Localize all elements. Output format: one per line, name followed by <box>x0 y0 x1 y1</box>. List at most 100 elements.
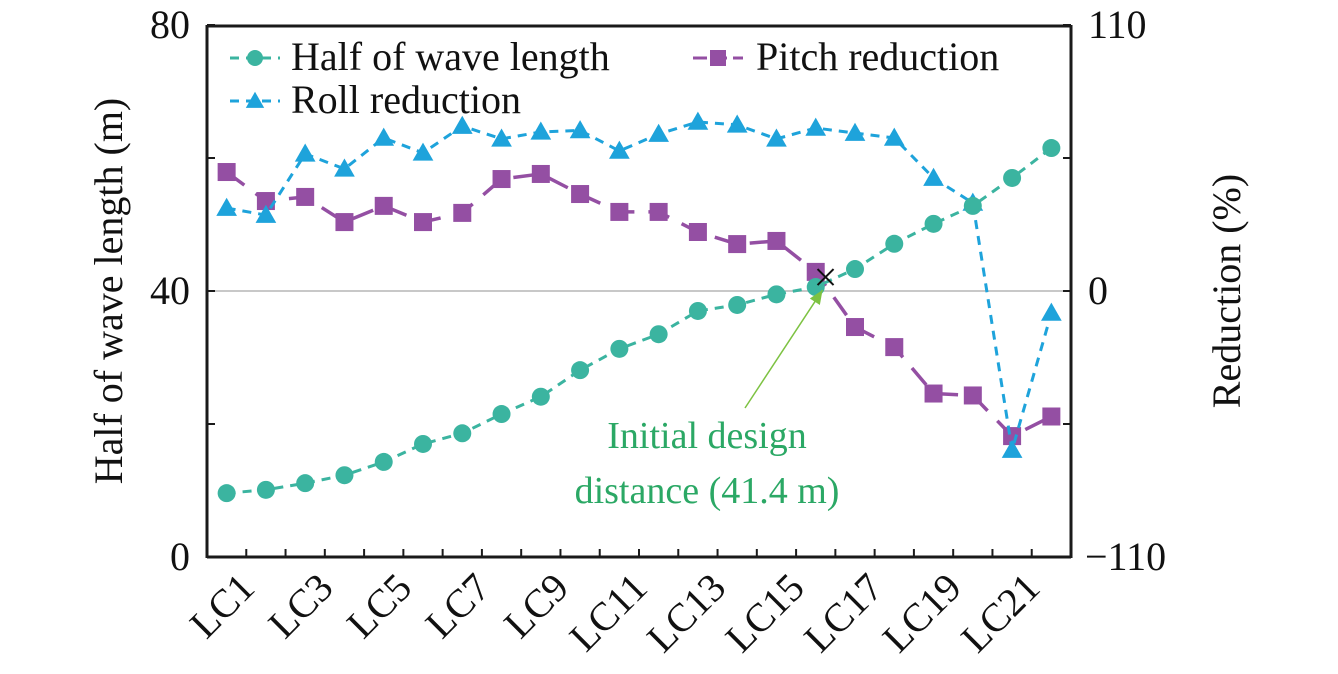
series-line <box>225 170 1053 439</box>
x-tick-label: LC9 <box>495 565 577 647</box>
data-point-circle <box>649 325 668 344</box>
data-point-square <box>710 50 726 66</box>
data-point-square <box>688 222 707 241</box>
data-point-circle <box>1003 168 1022 187</box>
data-point-circle <box>846 260 864 279</box>
left-tick-label: 40 <box>150 268 190 313</box>
data-point-square <box>806 262 825 281</box>
right-tick-label: 0 <box>1088 268 1108 313</box>
data-point-circle <box>335 466 354 485</box>
left-tick-label: 80 <box>150 2 190 47</box>
data-point-square <box>610 202 629 221</box>
annotation-arrow <box>744 289 824 409</box>
data-point-circle <box>217 484 236 503</box>
data-point-triangle <box>726 114 748 133</box>
data-point-circle <box>492 405 511 424</box>
data-point-square <box>924 384 943 403</box>
x-tick-label: LC5 <box>338 565 420 647</box>
series-layer <box>216 111 1062 503</box>
x-tick-label: LC1 <box>181 565 263 647</box>
data-point-square <box>217 163 236 182</box>
data-point-triangle <box>334 158 355 177</box>
legend-label: Pitch reduction <box>756 34 999 79</box>
data-point-square <box>296 187 315 206</box>
legend-entry-roll-reduction: Roll reduction <box>230 77 521 122</box>
data-point-circle <box>767 285 786 304</box>
x-tick-label: LC3 <box>259 565 341 647</box>
data-point-triangle <box>569 120 591 139</box>
data-point-triangle <box>766 128 787 147</box>
data-point-circle <box>296 474 315 493</box>
data-point-square <box>1003 427 1022 446</box>
data-point-circle <box>531 387 550 406</box>
data-point-square <box>453 203 472 222</box>
ticks-layer <box>207 24 1071 558</box>
data-point-circle <box>256 480 275 499</box>
annotation: Initial design distance (41.4 m) <box>575 268 840 512</box>
legend-label: Roll reduction <box>291 77 521 122</box>
data-point-square <box>492 170 511 189</box>
series-line <box>226 146 1053 495</box>
left-tick-label: 0 <box>170 534 190 579</box>
data-point-triangle <box>255 204 277 223</box>
data-point-square <box>885 338 904 357</box>
data-point-circle <box>453 424 472 443</box>
x-tick-label: LC7 <box>417 565 499 647</box>
data-point-triangle <box>923 167 944 186</box>
data-point-circle <box>688 301 707 320</box>
annotation-arrow-head <box>809 290 823 306</box>
data-point-circle <box>728 295 747 314</box>
data-point-square <box>649 202 668 221</box>
data-point-triangle <box>805 117 827 136</box>
data-point-triangle <box>1001 439 1023 458</box>
data-point-triangle <box>609 140 630 159</box>
data-point-square <box>767 231 786 250</box>
data-point-triangle <box>412 142 434 161</box>
x-tick-label: LC13 <box>638 565 734 661</box>
data-point-circle <box>247 50 263 66</box>
data-point-triangle <box>648 123 669 142</box>
data-point-triangle <box>294 143 316 162</box>
x-tick-label: LC17 <box>795 565 891 661</box>
data-point-triangle <box>216 197 237 216</box>
data-point-circle <box>963 196 982 215</box>
x-tick-label: LC21 <box>952 565 1048 661</box>
data-point-square <box>414 213 432 232</box>
data-point-square <box>1042 407 1061 426</box>
legend-entry-pitch-reduction: Pitch reduction <box>693 34 999 79</box>
data-point-square <box>374 196 393 215</box>
data-point-triangle <box>451 115 473 134</box>
cross-marker <box>816 268 835 286</box>
series-pitch-reduction <box>217 163 1061 446</box>
data-point-triangle <box>844 122 866 141</box>
data-point-triangle <box>491 128 512 147</box>
series-roll-reduction <box>216 111 1062 458</box>
legend-symbol-triangle-icon <box>230 91 280 108</box>
x-tick-label: LC19 <box>874 565 970 661</box>
data-point-square <box>531 164 550 183</box>
data-point-square <box>728 235 747 254</box>
x-tick-label: LC11 <box>561 565 656 660</box>
data-point-triangle <box>245 91 265 108</box>
data-point-circle <box>1042 139 1061 158</box>
legend: Half of wave length Pitch reduction Roll… <box>230 34 999 122</box>
data-point-square <box>335 213 354 232</box>
left-tick-labels: 0 40 80 <box>150 2 190 579</box>
data-point-triangle <box>530 121 552 140</box>
annotation-text-line-2: distance (41.4 m) <box>575 470 840 512</box>
data-point-square <box>963 386 982 405</box>
x-tick-label: LC15 <box>717 565 813 661</box>
legend-entry-half-wave-length: Half of wave length <box>230 34 610 79</box>
data-point-square <box>846 318 864 337</box>
annotation-text-line-1: Initial design <box>607 415 806 457</box>
data-point-circle <box>610 339 629 358</box>
legend-label: Half of wave length <box>291 34 610 79</box>
data-point-triangle <box>687 111 709 130</box>
data-point-circle <box>885 234 904 253</box>
right-tick-labels: −110 0 110 <box>1085 2 1166 579</box>
right-axis-title: Reduction (%) <box>1204 174 1249 408</box>
left-axis-title: Half of wave length (m) <box>86 98 131 485</box>
data-point-circle <box>374 452 393 471</box>
